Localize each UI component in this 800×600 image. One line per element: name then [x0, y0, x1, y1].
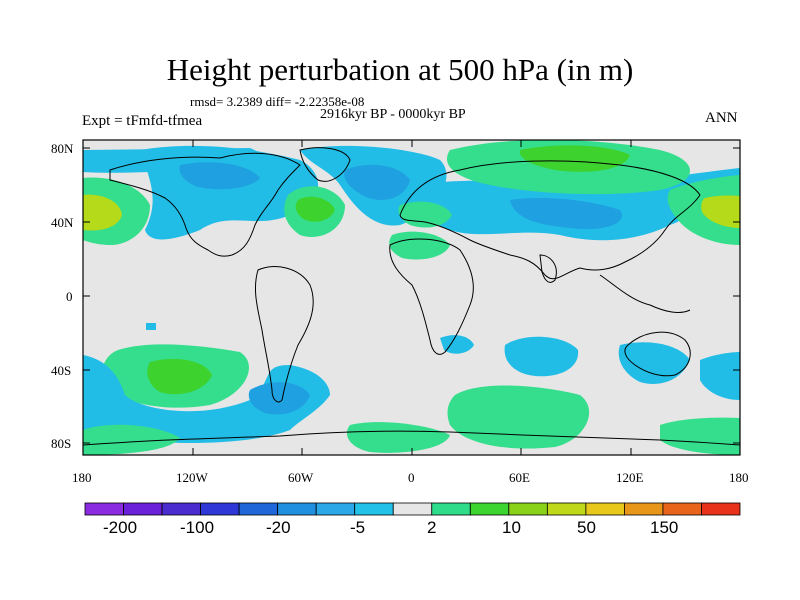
colorbar-swatch — [624, 502, 664, 516]
colorbar-swatch — [392, 502, 433, 516]
colorbar-label: 50 — [577, 518, 596, 537]
colorbar-swatch — [354, 502, 394, 516]
lon-label-180e: 180 — [729, 470, 749, 485]
lat-label-80s: 80S — [51, 436, 72, 451]
coast-north-america — [109, 152, 301, 257]
contour-blue-southeast — [700, 352, 740, 400]
colorbar-label: -200 — [103, 518, 138, 537]
contour-yellow-east — [701, 195, 740, 228]
colorbar-label: -20 — [266, 518, 291, 537]
contour-blue-south-america — [83, 355, 330, 443]
coastlines — [83, 147, 740, 446]
colorbar-swatch — [508, 502, 548, 516]
coast-south-america — [255, 266, 314, 403]
colorbar-label: 10 — [502, 518, 521, 537]
coast-antarctica — [83, 430, 740, 446]
colorbar-label: 2 — [427, 518, 437, 537]
contour-midblue-asia — [510, 198, 622, 230]
colorbar-swatch — [123, 502, 163, 516]
lon-label-120w: 120W — [176, 470, 208, 485]
colorbar-label: 150 — [650, 518, 679, 537]
contour-midblue-atlantic — [344, 164, 410, 200]
lat-label-0: 0 — [66, 289, 73, 304]
contour-midblue-south-america — [248, 382, 310, 415]
contour-green-antarctic — [346, 422, 450, 453]
coast-india — [539, 254, 557, 283]
contour-midblue-canada — [179, 162, 260, 190]
colorbar-swatch — [315, 502, 356, 516]
rmsd-stats: rmsd= 3.2389 diff= -2.22358e-08 — [190, 94, 365, 109]
contour-deepgreen-arctic — [519, 145, 630, 172]
axis-ticks — [82, 140, 741, 455]
contour-blue-africa-south — [440, 335, 474, 354]
lon-label-60w: 60W — [288, 470, 314, 485]
lat-label-40n: 40N — [51, 215, 74, 230]
contour-green-africa — [389, 231, 450, 260]
colorbar-swatch — [662, 502, 702, 516]
colorbar-swatch — [469, 502, 510, 516]
contour-blue-indian-ocean — [504, 336, 579, 377]
lon-label-0: 0 — [408, 470, 415, 485]
coast-africa — [389, 238, 474, 355]
coast-eurasia — [399, 160, 701, 280]
colorbar-swatch — [277, 502, 317, 516]
contour-deepgreen-atlantic — [295, 196, 335, 222]
colorbar-swatch — [238, 502, 279, 516]
coast-greenland — [299, 147, 351, 182]
experiment-label: Expt = tFmfd-tfmea — [82, 113, 203, 129]
map-title: Height perturbation at 500 hPa (in m) — [166, 52, 634, 87]
colorbar-swatch — [585, 502, 625, 516]
colorbar-swatch — [200, 502, 240, 516]
contour-green-south-atlantic — [447, 385, 590, 449]
colorbar-swatch — [84, 502, 124, 516]
lon-label-180w: 180 — [72, 470, 92, 485]
contour-yellow-west — [83, 194, 122, 231]
colorbar-label: -100 — [180, 518, 215, 537]
contour-blue-south-dot — [146, 323, 156, 330]
colorbar-swatch — [701, 502, 741, 516]
colorbar-swatch — [431, 502, 471, 516]
lat-label-40s: 40S — [51, 363, 72, 378]
time-period: 2916kyr BP - 0000kyr BP — [320, 107, 466, 122]
lon-label-120e: 120E — [616, 470, 644, 485]
contour-field — [83, 140, 740, 455]
contour-blue-australia-south — [618, 342, 690, 384]
colorbar-swatch — [546, 502, 587, 516]
lat-label-80n: 80N — [51, 141, 74, 156]
contour-green-southwest — [83, 424, 180, 455]
colorbar-label: -5 — [350, 518, 366, 537]
lon-label-60e: 60E — [509, 470, 530, 485]
coast-southeast-asia — [599, 274, 691, 313]
colorbar — [84, 502, 741, 516]
colorbar-swatch — [161, 502, 201, 516]
contour-deepgreen-south-pacific — [147, 358, 212, 395]
coast-australia — [624, 331, 691, 377]
contour-green-southeast — [660, 417, 740, 455]
season-label: ANN — [705, 110, 738, 126]
